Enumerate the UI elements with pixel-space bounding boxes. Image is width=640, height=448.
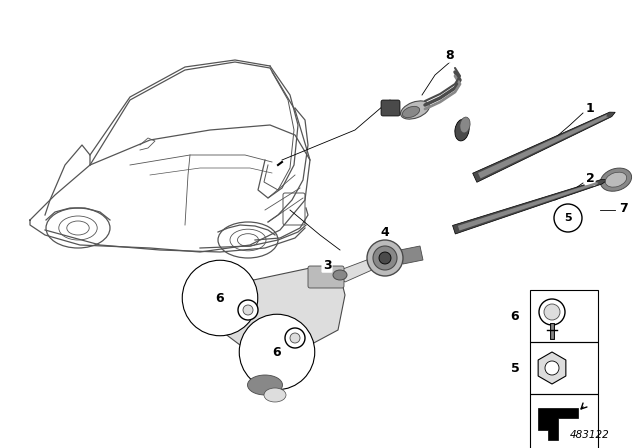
Ellipse shape: [403, 106, 420, 118]
Circle shape: [373, 246, 397, 270]
Polygon shape: [538, 408, 578, 440]
Ellipse shape: [600, 168, 632, 191]
Text: 6: 6: [511, 310, 519, 323]
Circle shape: [544, 304, 560, 320]
Text: 6: 6: [273, 345, 282, 358]
Polygon shape: [473, 112, 615, 182]
Circle shape: [243, 305, 253, 315]
Text: 8: 8: [445, 48, 454, 61]
Text: 1: 1: [586, 102, 595, 115]
Ellipse shape: [333, 270, 347, 280]
Text: 2: 2: [586, 172, 595, 185]
Ellipse shape: [460, 117, 470, 133]
Circle shape: [379, 252, 391, 264]
Ellipse shape: [248, 375, 282, 395]
Text: 4: 4: [381, 225, 389, 238]
Polygon shape: [335, 255, 390, 282]
Text: 483122: 483122: [570, 430, 610, 440]
Text: 6: 6: [216, 292, 224, 305]
Ellipse shape: [455, 119, 469, 141]
Polygon shape: [220, 268, 345, 350]
Polygon shape: [478, 114, 609, 178]
Polygon shape: [452, 180, 608, 234]
Text: 5: 5: [511, 362, 520, 375]
Circle shape: [545, 361, 559, 375]
Polygon shape: [538, 352, 566, 384]
Polygon shape: [400, 246, 423, 264]
Text: 5: 5: [564, 213, 572, 223]
Text: 3: 3: [323, 258, 332, 271]
Circle shape: [285, 328, 305, 348]
Circle shape: [367, 240, 403, 276]
Ellipse shape: [605, 172, 627, 187]
Ellipse shape: [264, 388, 286, 402]
FancyBboxPatch shape: [308, 266, 344, 288]
Circle shape: [554, 204, 582, 232]
Circle shape: [539, 299, 565, 325]
Text: 7: 7: [619, 202, 627, 215]
Polygon shape: [458, 182, 598, 231]
Circle shape: [290, 333, 300, 343]
Ellipse shape: [401, 101, 429, 119]
Ellipse shape: [248, 356, 292, 384]
FancyBboxPatch shape: [381, 100, 400, 116]
Circle shape: [238, 300, 258, 320]
